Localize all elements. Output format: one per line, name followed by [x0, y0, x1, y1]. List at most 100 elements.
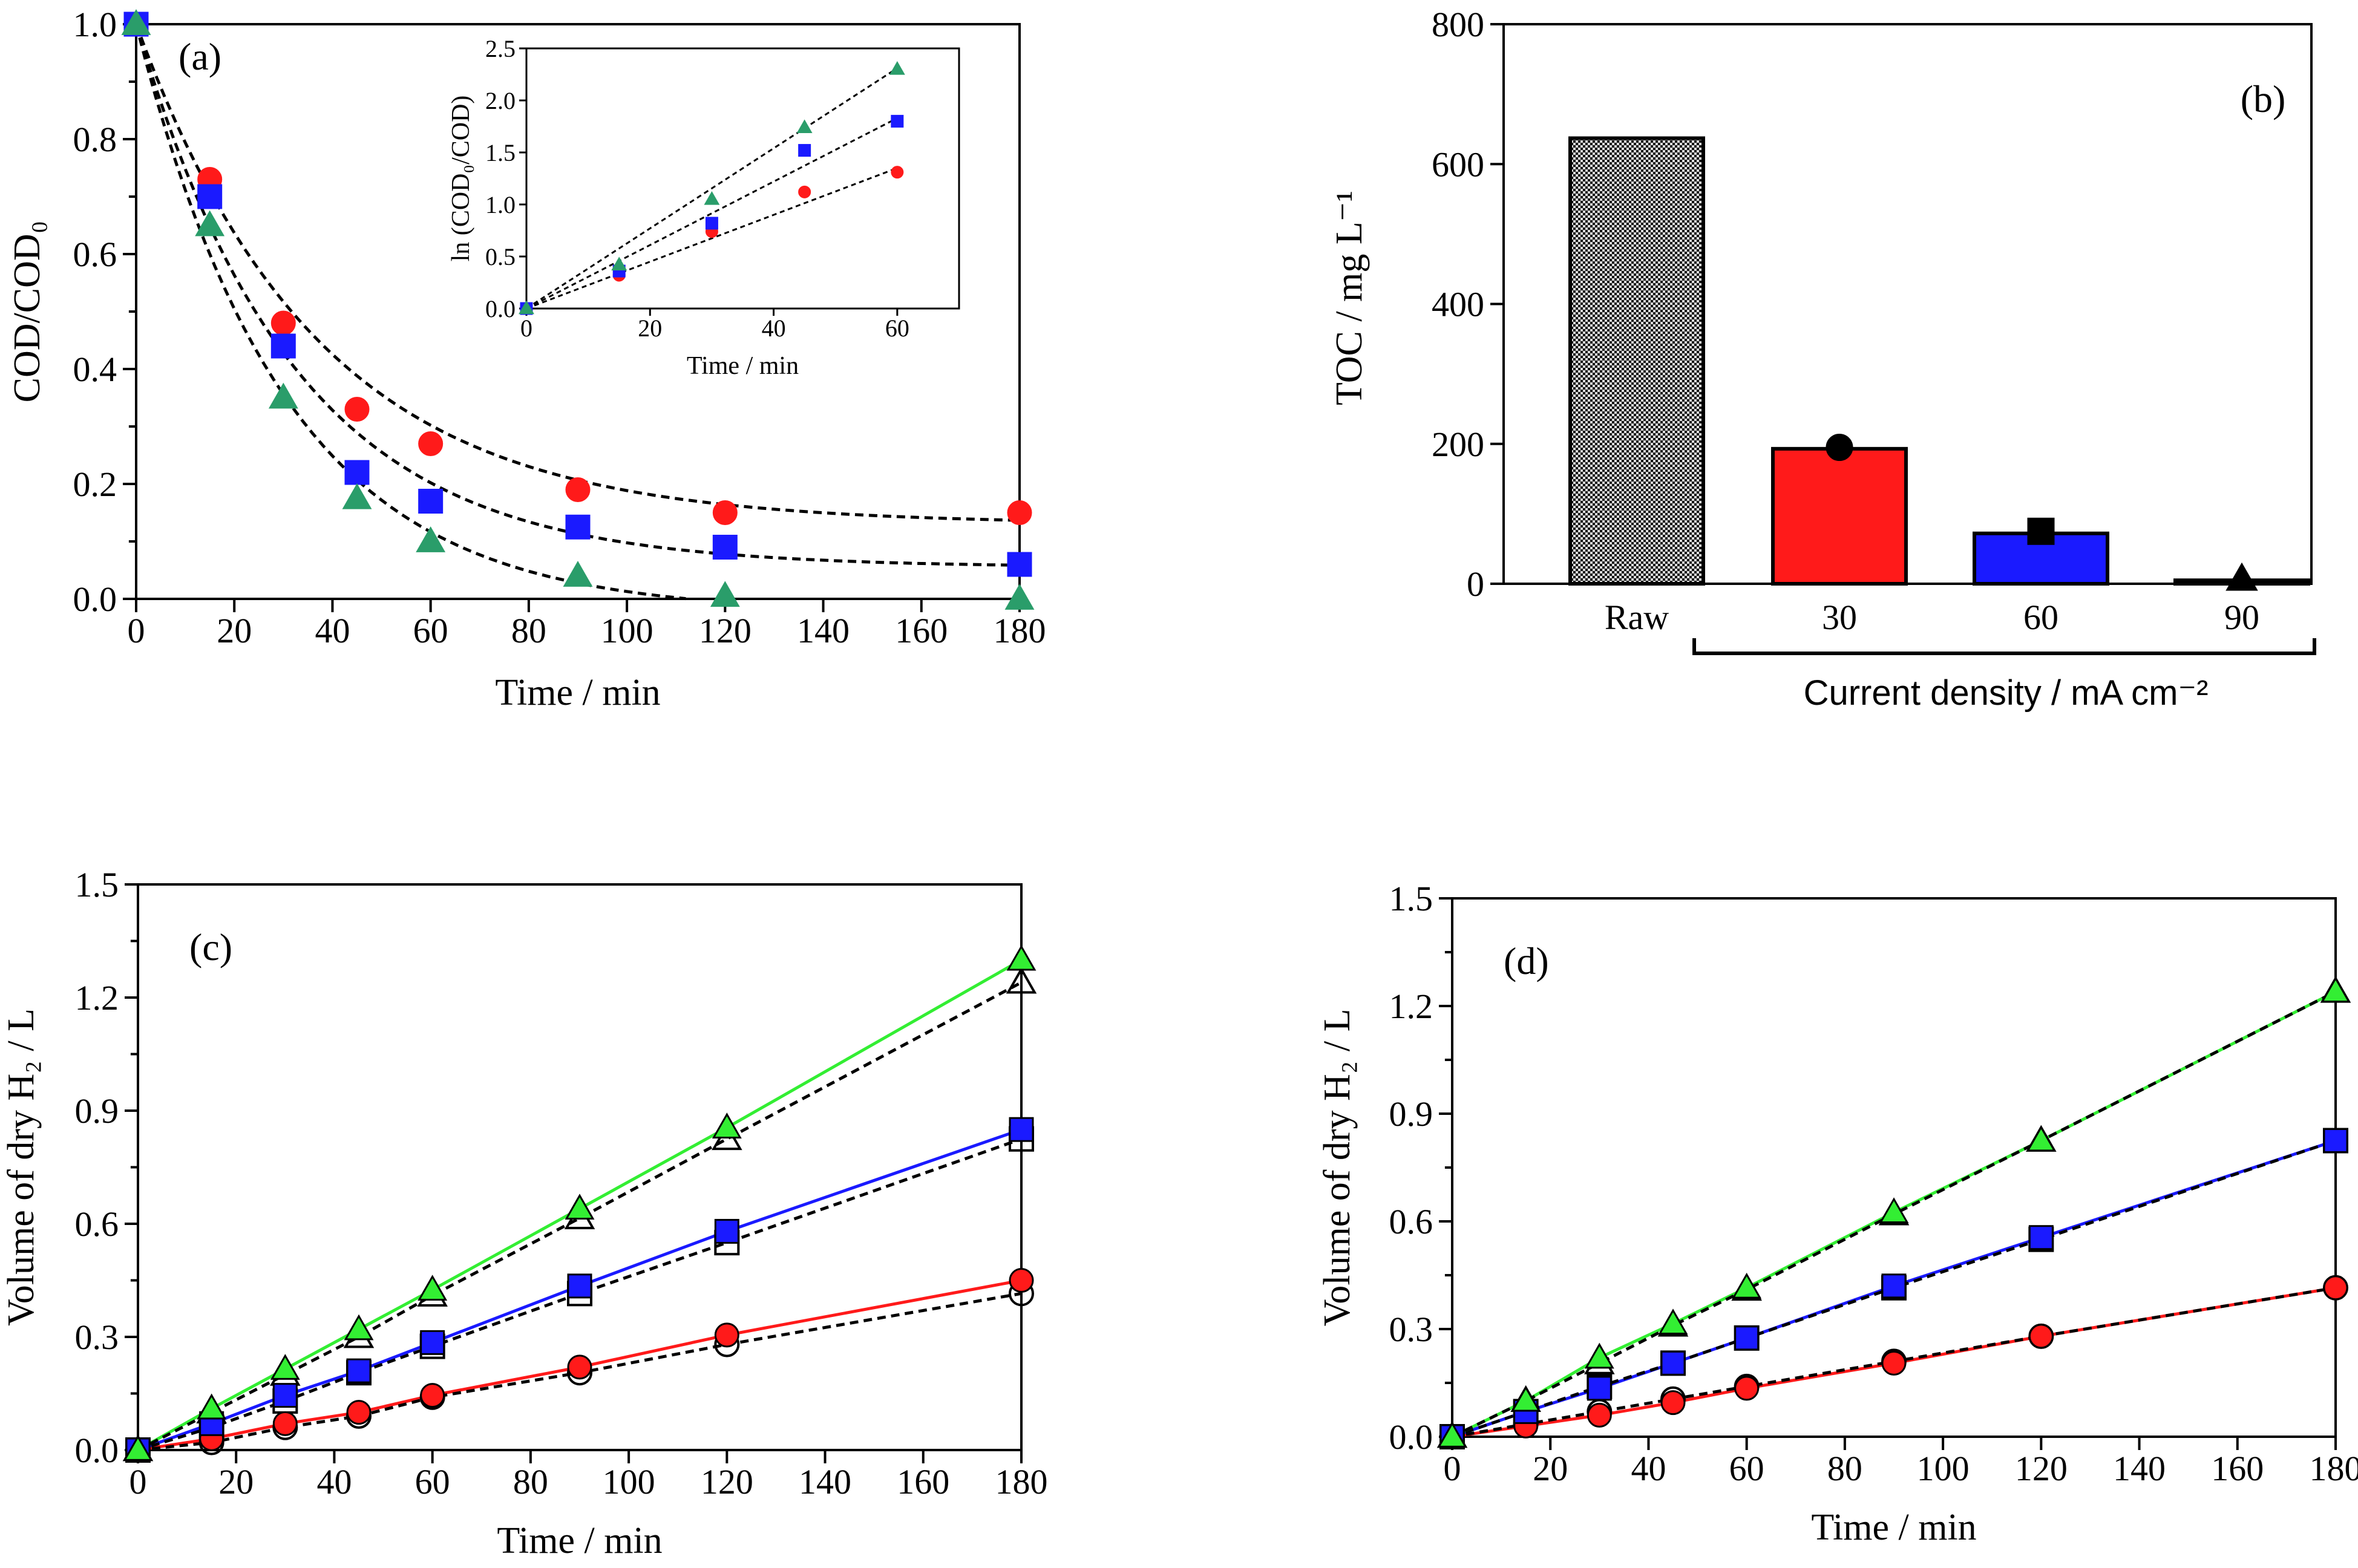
x-tick-label: 140	[799, 1462, 851, 1501]
data-point	[272, 1411, 298, 1436]
data-point	[270, 333, 296, 359]
inset-data-point	[891, 114, 904, 128]
panel-label: (a)	[178, 35, 221, 78]
inset-fit-line	[526, 67, 898, 310]
x-tick-label: 180	[995, 1462, 1048, 1501]
x-axis-title: Time / min	[497, 1520, 662, 1561]
data-point	[2323, 1128, 2348, 1153]
plot-frame	[135, 23, 1021, 600]
x-tick-label: 60	[885, 315, 909, 342]
data-point	[565, 477, 591, 502]
data-point	[2323, 1275, 2348, 1301]
x-tick-label: 60	[415, 1462, 450, 1501]
y-tick-label: 0.8	[73, 120, 117, 159]
inset-data-point	[611, 256, 627, 271]
x-axis-title: Time / min	[1811, 1507, 1976, 1548]
x-tick-label: 60	[2023, 598, 2058, 637]
x-tick-label: 100	[601, 611, 653, 650]
x-tick-label: 0	[129, 1462, 147, 1501]
data-point	[342, 483, 372, 509]
y-tick-label: 0.6	[1389, 1202, 1433, 1241]
y-tick-label: 1.0	[485, 191, 516, 218]
data-point	[567, 1273, 592, 1299]
y-tick-label: 0.0	[75, 1431, 119, 1470]
panel-d: 0 20 40 60 80 100 120 140 160 180 0.0 0.3 0.6 0.9 1.2 1…	[1317, 879, 2358, 1548]
inset-data-point	[889, 61, 905, 75]
plot-frame	[525, 47, 960, 310]
x-tick-label: 100	[1917, 1449, 1970, 1488]
fit-curve	[134, 24, 1020, 522]
x-tick-label: 100	[603, 1462, 655, 1501]
data-point	[2028, 1225, 2054, 1250]
data-point	[344, 397, 370, 422]
panel-label: (b)	[2241, 77, 2286, 120]
data-point	[2028, 1324, 2054, 1349]
data-point	[270, 1354, 300, 1380]
inset-data-point	[891, 166, 904, 179]
data-point	[1881, 1273, 1907, 1299]
panel-label: (d)	[1504, 939, 1549, 982]
data-point	[1732, 1272, 1762, 1299]
y-tick-label: 2.0	[485, 87, 516, 114]
y-tick-label: 0.5	[485, 243, 516, 270]
y-tick-label: 0	[1467, 564, 1484, 604]
data-point	[1009, 1117, 1034, 1142]
bar-marker	[1826, 434, 1853, 462]
data-point	[418, 489, 444, 514]
data-point	[197, 1393, 227, 1420]
data-point	[1007, 552, 1032, 577]
data-point	[563, 561, 593, 587]
data-point	[1006, 944, 1037, 971]
data-point-open	[1006, 967, 1037, 994]
x-tick-label: 20	[1533, 1449, 1568, 1488]
x-tick-label: 0	[128, 611, 145, 650]
inset-data-point	[519, 300, 534, 315]
data-point	[1879, 1197, 1909, 1224]
data-point	[712, 535, 738, 560]
data-point	[714, 1322, 739, 1348]
inset-y-axis-title: ln (COD₀/COD)	[447, 96, 475, 262]
bar	[1568, 136, 1705, 586]
bar-marker	[2225, 562, 2258, 591]
data-point	[1009, 1268, 1034, 1293]
data-point	[344, 460, 370, 485]
x-tick-label: 140	[2113, 1449, 2166, 1488]
data-point	[123, 1435, 153, 1461]
inset-data-point	[704, 191, 720, 205]
data-point	[418, 431, 444, 456]
x-tick-label: 140	[797, 611, 850, 650]
data-point	[272, 1383, 298, 1408]
y-tick-label: 400	[1432, 285, 1484, 324]
data-point	[344, 1314, 374, 1341]
data-point	[270, 310, 296, 336]
data-point	[1587, 1402, 1612, 1428]
y-axis-title: Volume of dry H₂ / L	[1317, 1008, 1358, 1326]
y-tick-label: 0.0	[1389, 1417, 1433, 1457]
x-tick-label: 160	[897, 1462, 949, 1501]
data-point	[1734, 1325, 1760, 1351]
data-point	[268, 382, 298, 409]
data-point	[346, 1400, 372, 1425]
panel-b: 0 200 400 600 800 TOC / mg L⁻¹ (b) Raw 30 60 90 Cur…	[1329, 5, 2316, 713]
data-point	[2320, 976, 2351, 1003]
inset-fit-line	[526, 167, 898, 310]
fit-curve	[134, 24, 686, 601]
data-point	[1660, 1390, 1686, 1416]
data-point	[1004, 584, 1035, 610]
data-point	[1584, 1342, 1614, 1369]
data-point	[1734, 1376, 1760, 1401]
y-tick-label: 0.4	[73, 350, 117, 389]
y-tick-label: 1.2	[1389, 987, 1433, 1026]
data-point	[712, 1112, 742, 1138]
data-point	[565, 1194, 595, 1220]
x-tick-label: 0	[1444, 1449, 1461, 1488]
x-tick-label: 60	[1729, 1449, 1764, 1488]
x-tick-label: 40	[762, 315, 786, 342]
y-axis-title: TOC / mg L⁻¹	[1329, 191, 1370, 405]
data-point	[418, 1275, 448, 1301]
y-tick-label: 1.0	[73, 5, 117, 44]
y-tick-label: 0.6	[73, 235, 117, 274]
x-tick-label: 20	[638, 315, 662, 342]
y-tick-label: 1.2	[75, 978, 119, 1018]
data-point	[1437, 1422, 1467, 1448]
